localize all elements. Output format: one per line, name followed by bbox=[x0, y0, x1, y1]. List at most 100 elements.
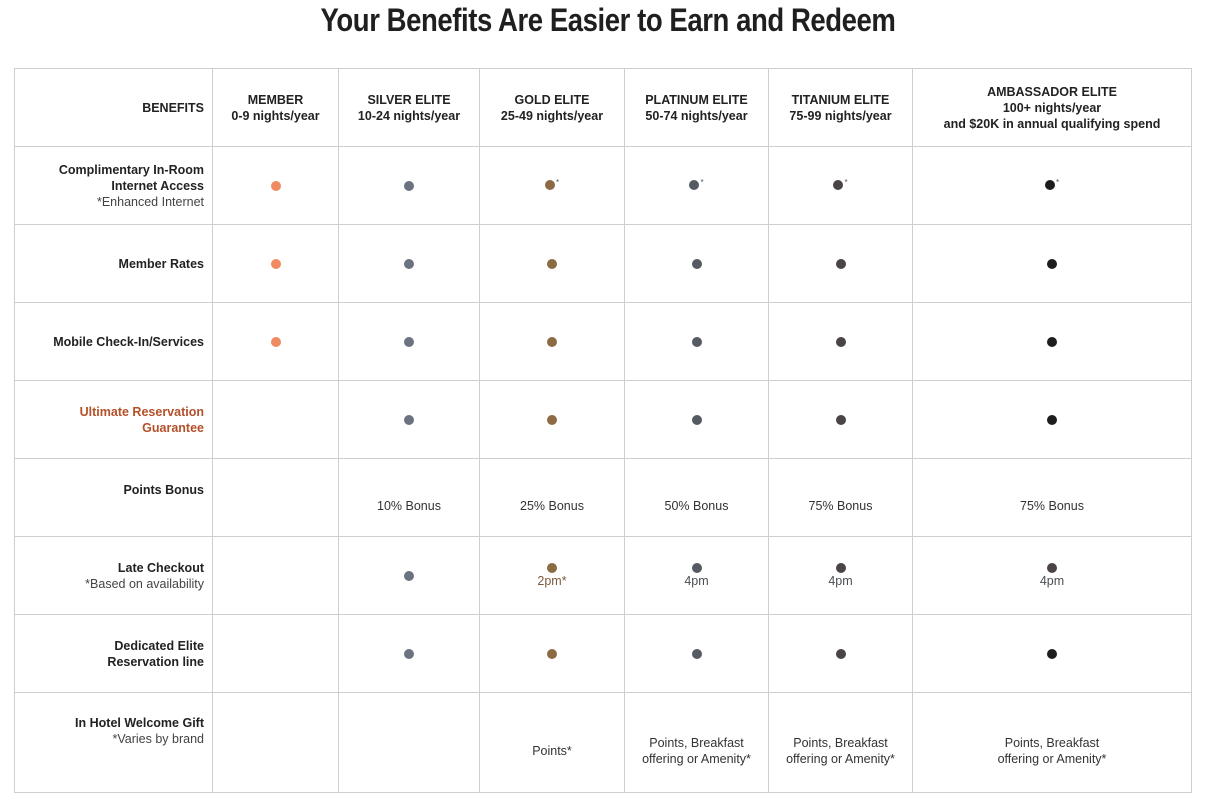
table-row: Dedicated Elite Reservation line bbox=[14, 614, 1192, 693]
tier-name: AMBASSADOR ELITE bbox=[987, 84, 1117, 99]
cell-ambassador: Points, Breakfast offering or Amenity* bbox=[912, 692, 1192, 793]
check-dot-icon bbox=[691, 337, 702, 348]
check-dot-icon bbox=[547, 649, 557, 660]
check-dot-icon bbox=[691, 415, 702, 426]
check-dot-icon bbox=[691, 562, 702, 573]
cell-gold: 2pm* bbox=[479, 536, 625, 615]
check-dot-icon bbox=[835, 415, 846, 426]
tier-name: GOLD ELITE bbox=[514, 92, 590, 107]
check-dot-icon bbox=[404, 181, 414, 192]
check-dot-icon bbox=[1047, 337, 1057, 348]
table-row: Complimentary In-Room Internet Access *E… bbox=[14, 146, 1192, 225]
cell-member bbox=[212, 536, 339, 615]
row-label: Member Rates bbox=[14, 224, 213, 303]
cell-silver: 10% Bonus bbox=[338, 458, 480, 537]
cell-gold: 25% Bonus bbox=[479, 458, 625, 537]
cell-platinum: * bbox=[624, 146, 769, 225]
tier-nights: 100+ nights/year bbox=[1002, 100, 1102, 115]
page-title: Your Benefits Are Easier to Earn and Red… bbox=[320, 2, 896, 38]
cell-ambassador bbox=[912, 224, 1192, 303]
check-dot-icon bbox=[270, 181, 281, 192]
tier-name: TITANIUM ELITE bbox=[791, 92, 890, 107]
cell-gold bbox=[479, 614, 625, 693]
cell-titanium bbox=[768, 224, 913, 303]
check-dot-icon bbox=[404, 337, 414, 348]
cell-platinum bbox=[624, 302, 769, 381]
row-label: Points Bonus bbox=[14, 458, 213, 537]
check-dot-icon bbox=[833, 180, 844, 191]
cell-member bbox=[212, 224, 339, 303]
cell-gold bbox=[479, 224, 625, 303]
table-row: Late Checkout *Based on availability 2pm… bbox=[14, 536, 1192, 615]
cell-ambassador bbox=[912, 614, 1192, 693]
cell-member bbox=[212, 146, 339, 225]
check-dot-icon bbox=[1044, 180, 1055, 191]
row-label: In Hotel Welcome Gift *Varies by brand bbox=[14, 692, 213, 793]
check-dot-icon bbox=[547, 259, 557, 270]
cell-member bbox=[212, 692, 339, 793]
benefits-header: BENEFITS bbox=[14, 68, 213, 147]
cell-ambassador: * bbox=[912, 146, 1192, 225]
check-dot-icon bbox=[547, 415, 557, 426]
cell-member bbox=[212, 458, 339, 537]
check-dot-icon bbox=[1047, 415, 1057, 426]
cell-gold bbox=[479, 302, 625, 381]
cell-titanium bbox=[768, 302, 913, 381]
check-dot-icon bbox=[404, 571, 414, 582]
tier-header-ambassador: AMBASSADOR ELITE 100+ nights/year and $20K… bbox=[912, 68, 1192, 147]
check-dot-icon bbox=[835, 562, 846, 573]
check-dot-icon bbox=[835, 649, 846, 660]
tier-extra: and $20K in annual qualifying spend bbox=[943, 116, 1161, 131]
row-label: Ultimate Reservation Guarantee bbox=[14, 380, 213, 459]
cell-silver bbox=[338, 302, 480, 381]
tier-header-member: MEMBER 0-9 nights/year bbox=[212, 68, 339, 147]
tier-header-titanium: TITANIUM ELITE 75-99 nights/year bbox=[768, 68, 913, 147]
row-label: Late Checkout *Based on availability bbox=[14, 536, 213, 615]
cell-titanium bbox=[768, 380, 913, 459]
cell-platinum bbox=[624, 224, 769, 303]
cell-silver bbox=[338, 536, 480, 615]
tier-name: MEMBER bbox=[247, 92, 304, 107]
table-row: Ultimate Reservation Guarantee bbox=[14, 380, 1192, 459]
cell-ambassador: 75% Bonus bbox=[912, 458, 1192, 537]
check-dot-icon bbox=[691, 259, 702, 270]
cell-platinum: 4pm bbox=[624, 536, 769, 615]
row-label: Mobile Check-In/Services bbox=[14, 302, 213, 381]
benefits-table: BENEFITS MEMBER 0-9 nights/year SILVER EL… bbox=[14, 68, 1192, 793]
check-dot-icon bbox=[547, 562, 557, 573]
cell-gold: Points* bbox=[479, 692, 625, 793]
check-dot-icon bbox=[404, 649, 414, 660]
cell-titanium bbox=[768, 614, 913, 693]
cell-member bbox=[212, 614, 339, 693]
cell-ambassador bbox=[912, 302, 1192, 381]
header-row: BENEFITS MEMBER 0-9 nights/year SILVER EL… bbox=[14, 68, 1192, 147]
cell-titanium: 4pm bbox=[768, 536, 913, 615]
tier-name: SILVER ELITE bbox=[367, 92, 451, 107]
cell-gold: * bbox=[479, 146, 625, 225]
tier-nights: 25-49 nights/year bbox=[500, 108, 604, 123]
cell-titanium: 75% Bonus bbox=[768, 458, 913, 537]
tier-header-silver: SILVER ELITE 10-24 nights/year bbox=[338, 68, 480, 147]
row-label: Complimentary In-Room Internet Access *E… bbox=[14, 146, 213, 225]
tier-name: PLATINUM ELITE bbox=[645, 92, 748, 107]
tier-nights: 0-9 nights/year bbox=[231, 108, 320, 123]
cell-silver bbox=[338, 224, 480, 303]
asterisk-icon: * bbox=[700, 177, 704, 187]
check-dot-icon bbox=[544, 180, 555, 191]
table-row: In Hotel Welcome Gift *Varies by brand P… bbox=[14, 692, 1192, 793]
cell-silver bbox=[338, 692, 480, 793]
row-label: Dedicated Elite Reservation line bbox=[14, 614, 213, 693]
table-row: Member Rates bbox=[14, 224, 1192, 303]
cell-silver bbox=[338, 380, 480, 459]
check-dot-icon bbox=[1047, 649, 1057, 660]
check-dot-icon bbox=[835, 259, 846, 270]
cell-platinum bbox=[624, 614, 769, 693]
cell-ambassador: 4pm bbox=[912, 536, 1192, 615]
tier-header-platinum: PLATINUM ELITE 50-74 nights/year bbox=[624, 68, 769, 147]
check-dot-icon bbox=[404, 415, 414, 426]
check-dot-icon bbox=[404, 259, 414, 270]
cell-gold bbox=[479, 380, 625, 459]
cell-member bbox=[212, 302, 339, 381]
cell-platinum: Points, Breakfast offering or Amenity* bbox=[624, 692, 769, 793]
tier-header-gold: GOLD ELITE 25-49 nights/year bbox=[479, 68, 625, 147]
